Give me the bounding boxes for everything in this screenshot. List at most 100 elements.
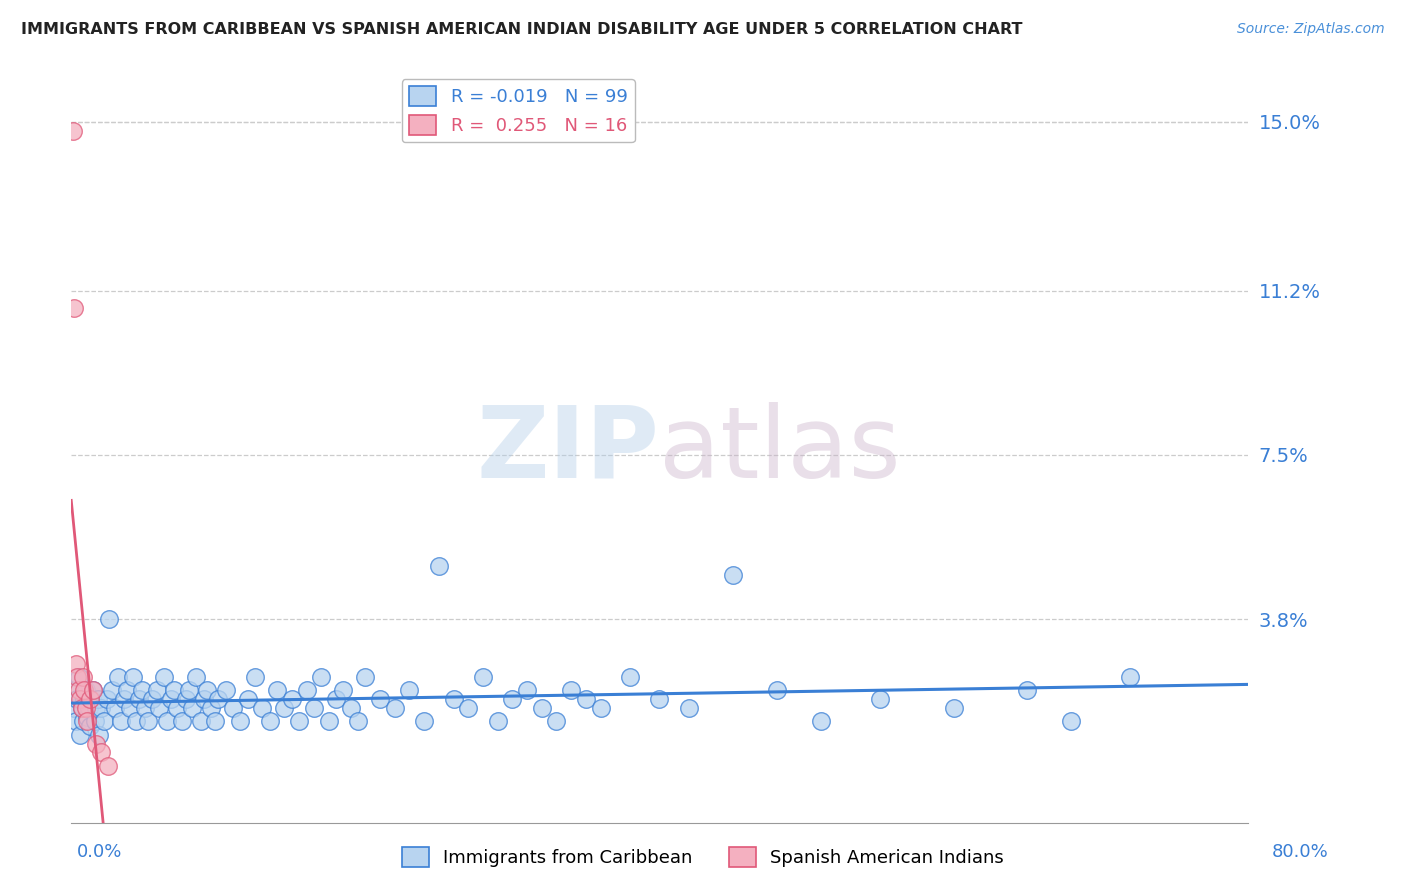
Point — [76, 710, 98, 724]
Text: Source: ZipAtlas.com: Source: ZipAtlas.com — [1237, 22, 1385, 37]
Point — [648, 692, 671, 706]
Point — [259, 714, 281, 729]
Point — [472, 670, 495, 684]
Point — [79, 692, 101, 706]
Point — [186, 670, 208, 684]
Point — [339, 701, 361, 715]
Point — [457, 701, 479, 715]
Point — [560, 683, 582, 698]
Legend: R = -0.019   N = 99, R =  0.255   N = 16: R = -0.019 N = 99, R = 0.255 N = 16 — [402, 79, 634, 142]
Point — [427, 558, 450, 573]
Point — [98, 612, 121, 626]
Point — [67, 683, 90, 698]
Point — [166, 701, 188, 715]
Point — [501, 692, 523, 706]
Point — [266, 683, 288, 698]
Point — [486, 714, 509, 729]
Point — [79, 719, 101, 733]
Point — [1060, 714, 1083, 729]
Point — [90, 746, 112, 760]
Point — [309, 670, 332, 684]
Point — [63, 301, 86, 316]
Point — [70, 701, 93, 715]
Point — [83, 714, 105, 729]
Point — [69, 692, 91, 706]
Point — [530, 701, 553, 715]
Point — [200, 701, 222, 715]
Text: 0.0%: 0.0% — [77, 843, 122, 861]
Point — [69, 728, 91, 742]
Point — [281, 692, 304, 706]
Text: ZIP: ZIP — [477, 402, 659, 499]
Legend: Immigrants from Caribbean, Spanish American Indians: Immigrants from Caribbean, Spanish Ameri… — [395, 839, 1011, 874]
Point — [82, 683, 104, 698]
Point — [222, 701, 245, 715]
Point — [589, 701, 612, 715]
Point — [368, 692, 391, 706]
Point — [84, 737, 107, 751]
Point — [72, 714, 94, 729]
Point — [148, 701, 170, 715]
Point — [65, 714, 87, 729]
Point — [193, 692, 215, 706]
Point — [160, 692, 183, 706]
Point — [229, 714, 252, 729]
Point — [104, 701, 127, 715]
Point — [82, 683, 104, 698]
Point — [75, 683, 97, 698]
Point — [413, 714, 436, 729]
Point — [66, 692, 89, 706]
Point — [122, 670, 145, 684]
Point — [174, 692, 197, 706]
Point — [354, 670, 377, 684]
Point — [128, 692, 150, 706]
Point — [721, 567, 744, 582]
Point — [384, 701, 406, 715]
Text: atlas: atlas — [659, 402, 901, 499]
Point — [63, 701, 86, 715]
Point — [575, 692, 598, 706]
Point — [134, 701, 156, 715]
Point — [443, 692, 465, 706]
Point — [101, 683, 124, 698]
Point — [70, 701, 93, 715]
Point — [115, 683, 138, 698]
Point — [869, 692, 891, 706]
Point — [546, 714, 568, 729]
Point — [302, 701, 325, 715]
Point — [236, 692, 259, 706]
Point — [131, 683, 153, 698]
Point — [288, 714, 311, 729]
Point — [145, 683, 167, 698]
Point — [153, 670, 176, 684]
Point — [273, 701, 295, 715]
Point — [75, 701, 97, 715]
Point — [76, 714, 98, 729]
Point — [207, 692, 229, 706]
Point — [243, 670, 266, 684]
Point — [120, 701, 142, 715]
Point — [97, 758, 120, 772]
Point — [93, 714, 115, 729]
Point — [942, 701, 965, 715]
Point — [332, 683, 354, 698]
Point — [110, 714, 132, 729]
Point — [766, 683, 789, 698]
Point — [163, 683, 186, 698]
Point — [62, 683, 84, 698]
Point — [252, 701, 274, 715]
Point — [67, 670, 90, 684]
Point — [66, 670, 89, 684]
Point — [65, 657, 87, 671]
Point — [195, 683, 218, 698]
Point — [295, 683, 318, 698]
Point — [73, 683, 96, 698]
Point — [204, 714, 226, 729]
Point — [678, 701, 700, 715]
Point — [80, 692, 103, 706]
Point — [77, 701, 100, 715]
Point — [84, 701, 107, 715]
Point — [141, 692, 163, 706]
Point — [170, 714, 193, 729]
Point — [180, 701, 202, 715]
